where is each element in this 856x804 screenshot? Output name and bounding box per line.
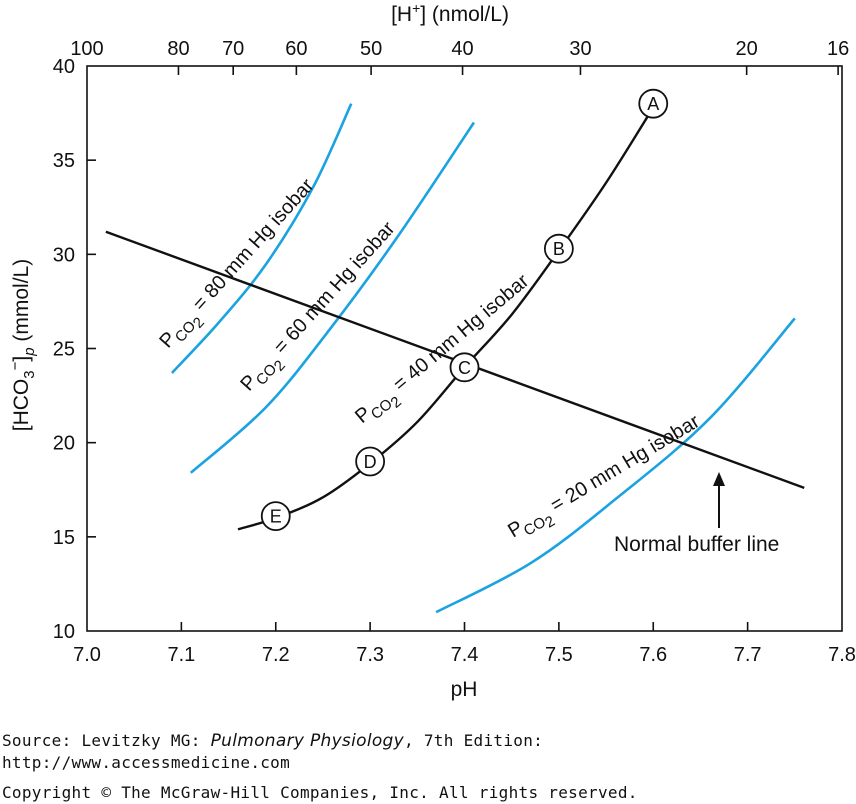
point-label: A — [647, 94, 659, 114]
top-tick-label: 30 — [569, 38, 591, 60]
isobar-20-line — [435, 317, 796, 614]
y-tick-label: 20 — [53, 433, 75, 455]
top-tick-label: 16 — [827, 38, 849, 60]
top-tick-label: 60 — [285, 38, 307, 60]
x-tick-label: 7.5 — [545, 644, 573, 666]
point-e: E — [260, 501, 291, 532]
chart: 7.0 7.1 7.2 7.3 7.4 7.5 7.6 7.7 7.8 10 15 20 25 30 35 4… — [7, 0, 856, 701]
x-tick-label: 7.2 — [262, 644, 290, 666]
x-tick-label: 7.6 — [639, 644, 667, 666]
y-tick-label: 40 — [53, 56, 75, 78]
y-tick-label: 25 — [53, 339, 75, 361]
point-label: B — [553, 239, 565, 259]
isobar-20-label: PCO2 = 20 mm Hg isobar — [504, 410, 708, 550]
top-tick-label: 80 — [167, 38, 189, 60]
top-tick-label: 100 — [70, 38, 103, 60]
x-axis-title: pH — [451, 678, 478, 701]
y-tick-label: 30 — [53, 244, 75, 266]
point-marker — [449, 352, 480, 383]
data-points: A B C D E — [260, 88, 669, 532]
top-tick-label: 40 — [451, 38, 473, 60]
x-tick-label: 7.0 — [73, 644, 101, 666]
y-tick-label: 15 — [53, 527, 75, 549]
x-tick-label: 7.8 — [828, 644, 856, 666]
point-label: D — [364, 452, 377, 472]
buffer-line-annotation: Normal buffer line — [614, 533, 779, 556]
source-citation: Source: Levitzky MG: Pulmonary Physiolog… — [2, 731, 544, 751]
x-tick-label: 7.7 — [734, 644, 762, 666]
axis-ticks — [87, 66, 839, 631]
tick-labels: 7.0 7.1 7.2 7.3 7.4 7.5 7.6 7.7 7.8 10 15 20 25 30 35 4… — [53, 38, 856, 666]
x-tick-label: 7.4 — [451, 644, 479, 666]
x-tick-label: 7.3 — [356, 644, 384, 666]
isobar-60-line — [189, 121, 476, 474]
isobar-80-line — [170, 103, 353, 374]
point-marker — [543, 233, 574, 264]
source-url[interactable]: http://www.accessmedicine.com — [2, 753, 291, 772]
top-tick-label: 50 — [360, 38, 382, 60]
y-tick-label: 35 — [53, 150, 75, 172]
buffer-line-arrow-icon — [713, 472, 725, 486]
top-axis-title: [H+] (nmol/L) — [391, 0, 509, 26]
point-marker — [260, 501, 291, 532]
top-tick-label: 20 — [736, 38, 758, 60]
x-tick-label: 7.1 — [167, 644, 195, 666]
point-d: D — [355, 446, 386, 477]
point-marker — [355, 446, 386, 477]
y-tick-label: 10 — [53, 621, 75, 643]
point-b: B — [543, 233, 574, 264]
y-axis-title: [HCO3−]p (mmol/L) — [7, 259, 38, 431]
point-marker — [638, 88, 669, 119]
point-label: E — [270, 507, 282, 527]
top-tick-label: 70 — [222, 38, 244, 60]
copyright-notice: Copyright © The McGraw-Hill Companies, I… — [2, 783, 638, 802]
point-a: A — [638, 88, 669, 119]
point-c: C — [449, 352, 480, 383]
isobar-40-label: PCO2 = 40 mm Hg isobar — [351, 270, 539, 435]
point-label: C — [458, 358, 471, 378]
